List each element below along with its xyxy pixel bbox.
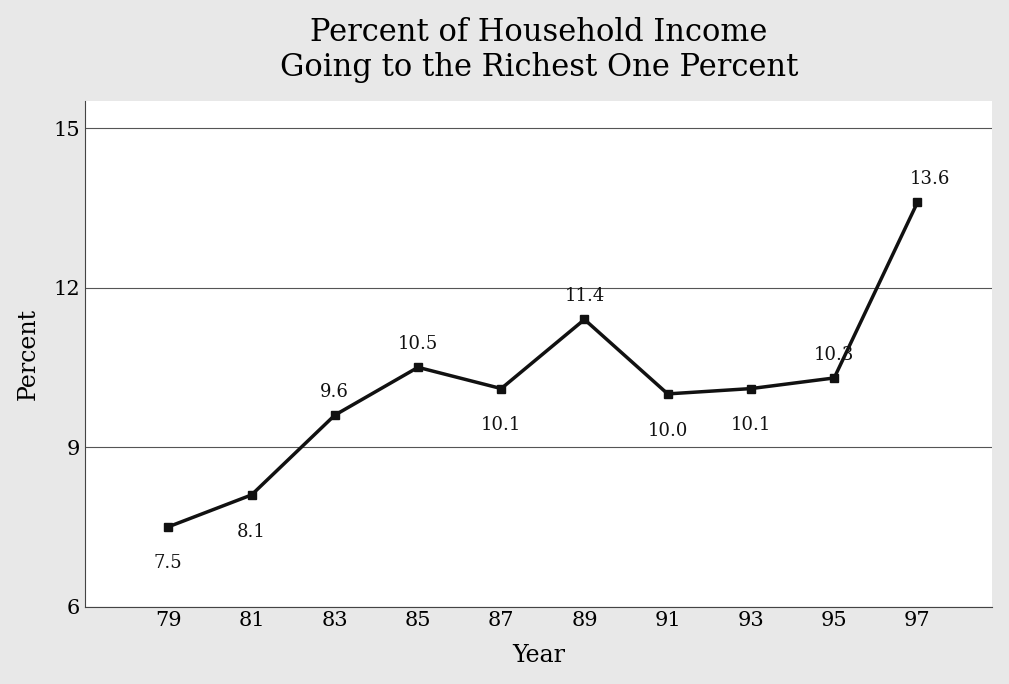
Text: 10.5: 10.5 — [398, 335, 438, 353]
Y-axis label: Percent: Percent — [17, 308, 39, 400]
Text: 10.1: 10.1 — [731, 417, 771, 434]
Text: 10.3: 10.3 — [814, 345, 855, 364]
Text: 9.6: 9.6 — [320, 383, 349, 401]
Text: 7.5: 7.5 — [154, 555, 183, 573]
Title: Percent of Household Income
Going to the Richest One Percent: Percent of Household Income Going to the… — [279, 16, 798, 83]
Text: 10.1: 10.1 — [481, 417, 522, 434]
Text: 13.6: 13.6 — [910, 170, 950, 188]
Text: 8.1: 8.1 — [237, 523, 266, 540]
Text: 11.4: 11.4 — [564, 287, 604, 305]
Text: 10.0: 10.0 — [648, 421, 688, 440]
X-axis label: Year: Year — [513, 644, 565, 668]
